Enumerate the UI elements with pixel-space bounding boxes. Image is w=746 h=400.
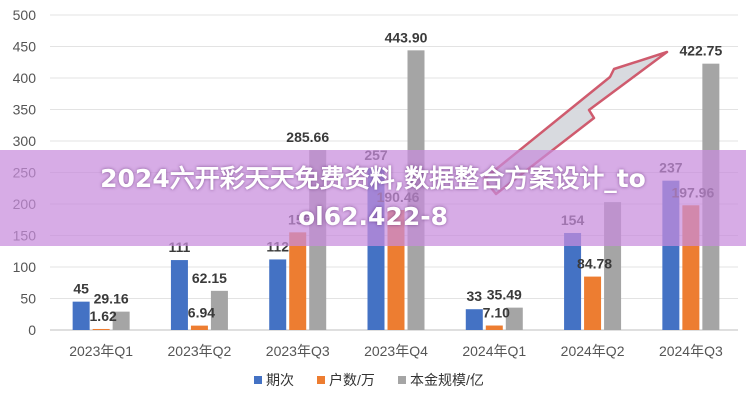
bar (465, 309, 483, 330)
data-label: 422.75 (679, 43, 722, 59)
legend-swatch (398, 376, 406, 384)
data-label: 33 (466, 288, 482, 304)
data-label: 45 (73, 281, 89, 297)
overlay-title-line1: 2024六开彩天天免费资料,数据整合方案设计_to (100, 164, 646, 193)
x-tick-label: 2023年Q2 (168, 343, 232, 359)
y-tick-label: 100 (13, 259, 37, 275)
data-label: 62.15 (192, 270, 227, 286)
data-label: 35.49 (487, 287, 522, 303)
data-label: 29.16 (94, 291, 129, 307)
x-tick-label: 2023年Q4 (364, 343, 428, 359)
legend: 期次 户数/万 本金规模/亿 (254, 372, 484, 388)
data-label: 443.90 (385, 29, 428, 45)
x-axis: 2023年Q1 2023年Q2 2023年Q3 2023年Q4 2024年Q1 2024年… (69, 343, 723, 359)
bar (485, 325, 503, 330)
overlay-title-line2: ol62.422-8 (298, 202, 448, 231)
bar (505, 307, 523, 330)
bar (289, 232, 307, 330)
legend-label: 户数/万 (329, 372, 375, 388)
bar (72, 301, 90, 330)
x-tick-label: 2024年Q1 (462, 343, 526, 359)
y-tick-label: 50 (20, 291, 36, 307)
data-label: 6.94 (188, 305, 215, 321)
bar (112, 311, 130, 330)
y-tick-label: 400 (13, 70, 37, 86)
data-label: 84.78 (577, 256, 612, 272)
data-label: 1.62 (90, 308, 117, 324)
x-tick-label: 2024年Q2 (561, 343, 625, 359)
bar (170, 260, 188, 330)
y-tick-label: 300 (13, 133, 37, 149)
bar (584, 276, 602, 330)
overlay-banner (0, 150, 746, 246)
y-tick-label: 450 (13, 39, 37, 55)
bar (564, 232, 582, 330)
legend-swatch (254, 376, 262, 384)
legend-label: 本金规模/亿 (410, 372, 484, 388)
bar (92, 328, 110, 330)
x-tick-label: 2023年Q3 (266, 343, 330, 359)
overlay-title: 2024六开彩天天免费资料,数据整合方案设计_to ol62.422-8 (0, 160, 746, 236)
x-tick-label: 2024年Q3 (659, 343, 723, 359)
legend-label: 期次 (266, 372, 294, 388)
data-label: 7.10 (483, 305, 510, 321)
bar (269, 259, 287, 330)
bar (210, 290, 228, 330)
data-label: 285.66 (286, 129, 329, 145)
bar (190, 325, 208, 330)
legend-swatch (317, 376, 325, 384)
y-tick-label: 0 (28, 322, 36, 338)
x-tick-label: 2023年Q1 (69, 343, 133, 359)
y-tick-label: 500 (13, 7, 37, 23)
y-tick-label: 350 (13, 102, 37, 118)
